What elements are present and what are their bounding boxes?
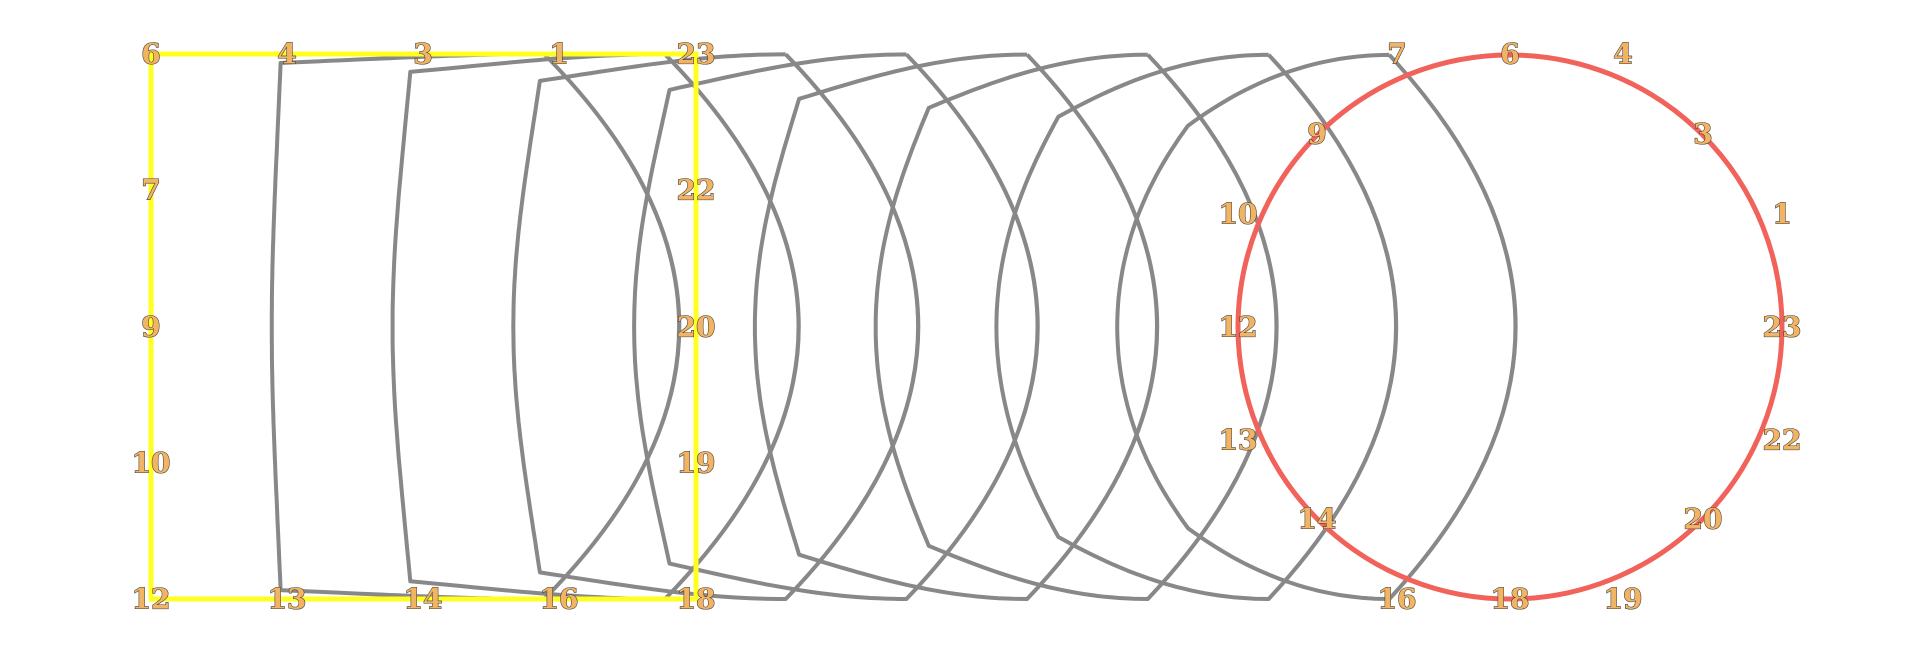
square-label: 10 xyxy=(132,447,171,480)
circle-label: 1 xyxy=(1772,198,1791,231)
square-label: 1 xyxy=(549,38,568,71)
circle-label: 22 xyxy=(1763,424,1802,457)
circle-label: 18 xyxy=(1491,583,1530,616)
circle-label: 7 xyxy=(1387,38,1406,71)
circle-label: 19 xyxy=(1604,583,1643,616)
intermediate-shape xyxy=(511,52,921,601)
intermediate-shape xyxy=(390,52,801,601)
circle-label: 10 xyxy=(1219,198,1258,231)
square-label: 3 xyxy=(413,38,432,71)
circle-labels: 7 6 4 9 3 10 1 12 23 13 22 14 20 16 18 1… xyxy=(1218,37,1802,616)
circle-label: 3 xyxy=(1693,118,1712,151)
circle-label: 12 xyxy=(1219,311,1258,344)
square-label: 4 xyxy=(277,38,296,71)
intermediate-shapes xyxy=(269,52,1518,601)
square-label: 9 xyxy=(141,311,160,344)
circle-label: 16 xyxy=(1378,583,1417,616)
circle-label: 6 xyxy=(1500,38,1519,71)
square-label: 7 xyxy=(141,174,160,207)
intermediate-shape xyxy=(632,52,1040,601)
circle-label: 4 xyxy=(1613,38,1632,71)
square-labels: 6 4 3 1 23 7 22 9 20 10 19 12 13 14 16 1… xyxy=(131,37,716,616)
square-label: 13 xyxy=(268,583,307,616)
square-label: 14 xyxy=(404,583,443,616)
square-label: 23 xyxy=(677,38,716,71)
square-label: 16 xyxy=(540,583,579,616)
circle-label: 13 xyxy=(1219,424,1258,457)
square-label: 18 xyxy=(677,583,716,616)
intermediate-shape xyxy=(873,52,1279,601)
circle-label: 14 xyxy=(1298,503,1337,536)
intermediate-shape xyxy=(752,52,1159,601)
circle-label: 20 xyxy=(1684,503,1723,536)
start-square xyxy=(148,51,699,602)
intermediate-shape xyxy=(1115,52,1518,601)
intermediate-shape xyxy=(994,52,1398,601)
circle-label: 9 xyxy=(1307,118,1326,151)
square-label: 6 xyxy=(141,38,160,71)
square-label: 22 xyxy=(677,174,716,207)
square-label: 19 xyxy=(677,447,716,480)
square-label: 20 xyxy=(677,311,716,344)
end-circle xyxy=(1235,52,1785,602)
square-label: 12 xyxy=(132,583,171,616)
circle-label: 23 xyxy=(1763,311,1802,344)
intermediate-shape xyxy=(269,52,682,601)
